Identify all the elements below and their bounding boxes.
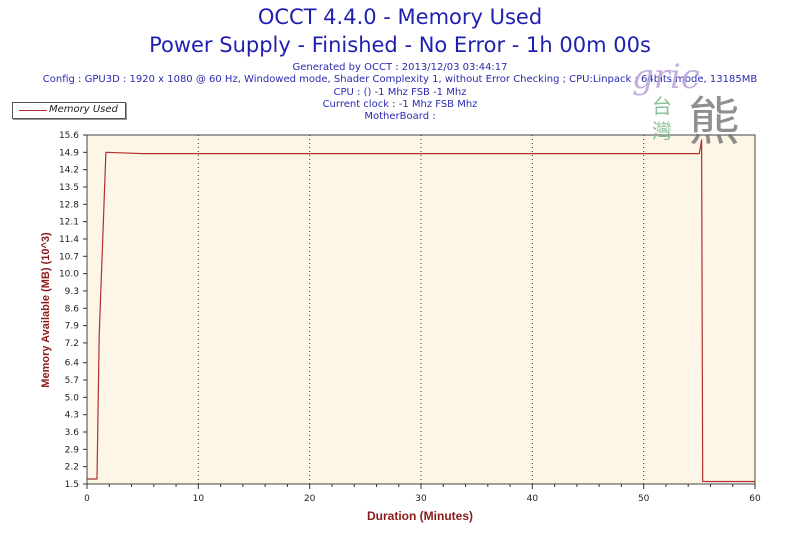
y-tick-label: 13.5 xyxy=(59,183,79,193)
x-tick-label: 50 xyxy=(638,494,650,504)
chart-title: OCCT 4.4.0 - Memory Used xyxy=(257,5,543,29)
watermark-cjk-2: 灣 xyxy=(652,119,672,143)
plot-area xyxy=(86,134,756,485)
y-tick-label: 5.0 xyxy=(65,393,80,403)
y-tick-label: 7.2 xyxy=(65,339,79,349)
watermark-cjk-1: 台 xyxy=(652,94,672,118)
y-tick-label: 14.9 xyxy=(59,148,79,158)
y-tick-label: 11.4 xyxy=(59,235,79,245)
chart-subtitle: Power Supply - Finished - No Error - 1h … xyxy=(149,33,651,57)
y-tick-label: 9.3 xyxy=(65,287,79,297)
legend-label: Memory Used xyxy=(49,104,118,115)
y-tick-label: 10.0 xyxy=(59,270,79,280)
y-tick-label: 3.6 xyxy=(65,428,80,438)
watermark-script: gric xyxy=(632,57,700,97)
x-tick-label: 10 xyxy=(193,494,205,504)
y-tick-label: 12.8 xyxy=(59,200,79,210)
x-axis-label: Duration (Minutes) xyxy=(367,509,473,523)
series-line-0 xyxy=(87,139,755,483)
y-tick-label: 7.9 xyxy=(65,322,80,332)
watermark-logo: gric 台 灣 熊 xyxy=(632,57,740,153)
cpu-info: CPU : () -1 Mhz FSB -1 Mhz xyxy=(333,87,467,98)
x-tick-label: 0 xyxy=(84,494,90,504)
x-tick-label: 20 xyxy=(304,494,316,504)
x-tick-label: 30 xyxy=(415,494,427,504)
y-tick-label: 10.7 xyxy=(59,252,79,262)
motherboard-info: MotherBoard : xyxy=(364,111,436,122)
x-tick-label: 40 xyxy=(527,494,539,504)
y-axis-label: Memory Available (MB) (10^3) xyxy=(40,232,52,388)
watermark-cjk-3: 熊 xyxy=(688,93,740,153)
y-tick-label: 6.4 xyxy=(65,359,80,369)
clock-info: Current clock : -1 Mhz FSB Mhz xyxy=(322,99,478,110)
y-tick-label: 1.5 xyxy=(65,480,79,490)
generated-info: Generated by OCCT : 2013/12/03 03:44:17 xyxy=(292,62,508,73)
y-tick-label: 5.7 xyxy=(65,376,79,386)
y-tick-label: 2.9 xyxy=(65,445,80,455)
y-tick-label: 15.6 xyxy=(59,131,79,141)
y-tick-label: 14.2 xyxy=(59,166,79,176)
y-tick-label: 2.2 xyxy=(65,463,79,473)
y-tick-label: 12.1 xyxy=(59,218,79,228)
legend-swatch xyxy=(19,110,47,111)
config-info: Config : GPU3D : 1920 x 1080 @ 60 Hz, Wi… xyxy=(42,74,758,85)
y-tick-label: 4.3 xyxy=(65,411,79,421)
x-tick-label: 60 xyxy=(749,494,761,504)
y-tick-label: 8.6 xyxy=(65,304,80,314)
legend: Memory Used xyxy=(12,102,126,119)
